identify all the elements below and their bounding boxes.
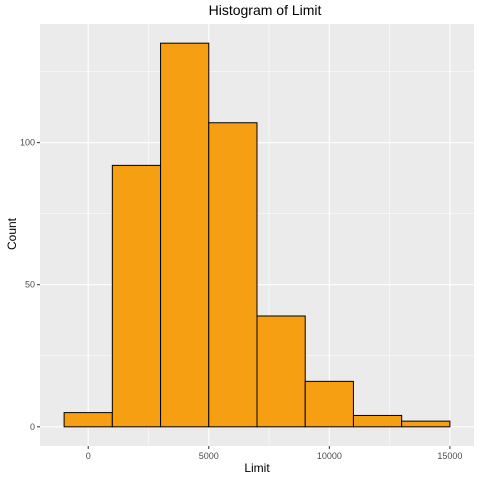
histogram-bars xyxy=(63,42,451,428)
y-axis-title: Count xyxy=(5,217,19,250)
histogram-bar xyxy=(304,380,354,428)
y-tick-label: 100 xyxy=(20,138,35,148)
histogram-bar xyxy=(208,122,258,428)
y-tick-labels: 0 50 100 xyxy=(20,138,35,432)
x-tick-label: 10000 xyxy=(317,451,342,461)
x-tick-label: 15000 xyxy=(437,451,462,461)
x-axis-title: Limit xyxy=(244,461,270,475)
histogram-bar xyxy=(160,42,210,428)
x-tick-label: 0 xyxy=(86,451,91,461)
x-tick-labels: 0 5000 10000 15000 xyxy=(86,451,463,461)
y-tick-label: 0 xyxy=(30,422,35,432)
axis-ticks xyxy=(37,142,451,449)
chart-title: Histogram of Limit xyxy=(209,2,322,18)
histogram-bar xyxy=(401,420,451,428)
histogram-bar xyxy=(352,414,403,428)
histogram-bar xyxy=(256,315,306,428)
histogram-bar xyxy=(111,164,162,428)
histogram-bar xyxy=(63,412,113,428)
y-tick-label: 50 xyxy=(25,280,35,290)
x-tick-label: 5000 xyxy=(199,451,219,461)
